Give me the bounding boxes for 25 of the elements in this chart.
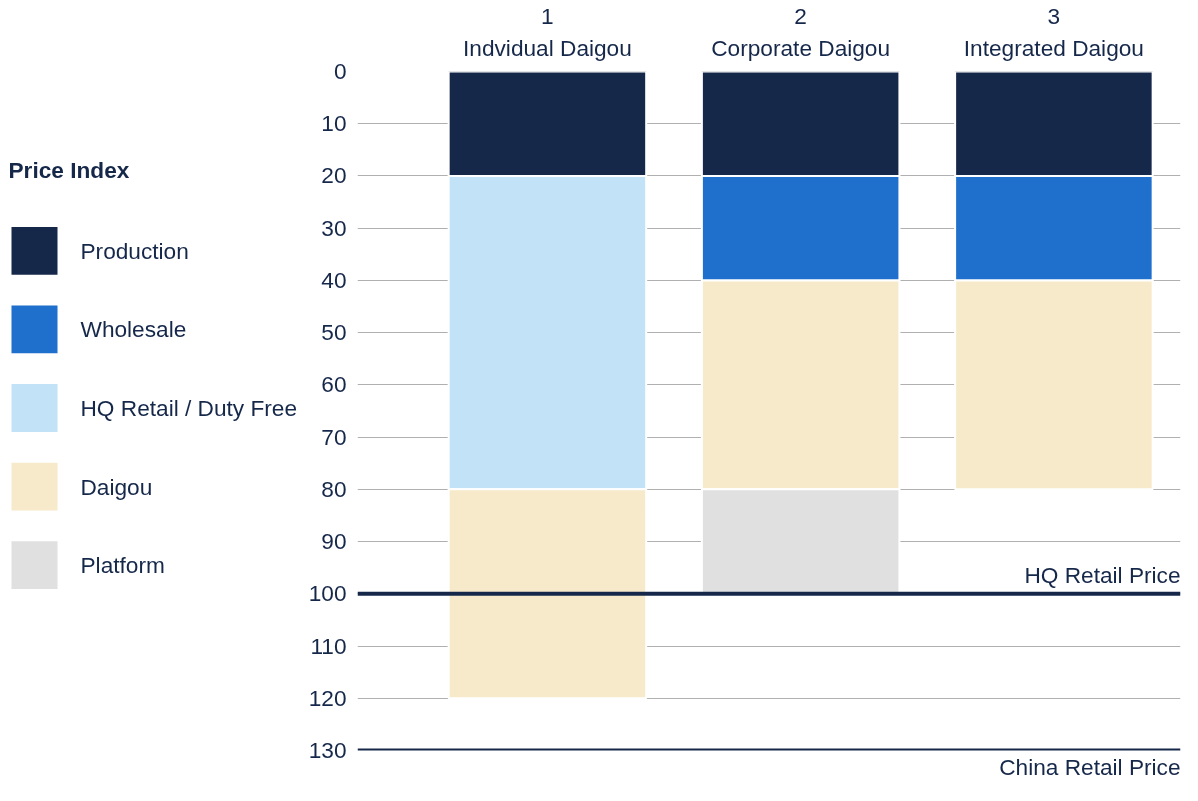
y-tick-label: 70 <box>321 423 347 450</box>
y-tick-label: 0 <box>333 58 347 84</box>
legend-label: Platform <box>80 552 165 579</box>
y-tick-label: 100 <box>308 580 347 607</box>
legend-label: HQ Retail / Duty Free <box>80 395 298 422</box>
y-tick-label: 120 <box>308 684 347 711</box>
legend-label: Daigou <box>80 473 153 500</box>
y-tick-label: 130 <box>308 737 347 763</box>
x-tick-label: 1 Indvidual Daigou <box>463 3 632 61</box>
legend-label: Production <box>80 237 189 264</box>
y-tick-label: 10 <box>321 110 347 137</box>
y-tick-label: 60 <box>321 371 347 398</box>
legend-label: Wholesale <box>80 316 187 343</box>
y-tick-label: 90 <box>321 528 347 555</box>
y-tick-label: 40 <box>321 266 347 293</box>
y-tick-label: 80 <box>321 475 347 502</box>
y-tick-label: 30 <box>321 214 347 241</box>
legend-title: Price Index <box>8 156 130 183</box>
x-tick-label: 2 Corporate Daigou <box>711 3 891 61</box>
ref-line-label: China Retail Price <box>999 753 1181 780</box>
ref-line-label: HQ Retail Price <box>1024 561 1181 588</box>
y-tick-label: 110 <box>310 632 347 659</box>
x-tick-label: 3 Integrated Daigou <box>963 3 1144 61</box>
y-tick-label: 20 <box>321 162 347 189</box>
y-tick-label: 50 <box>321 319 347 346</box>
